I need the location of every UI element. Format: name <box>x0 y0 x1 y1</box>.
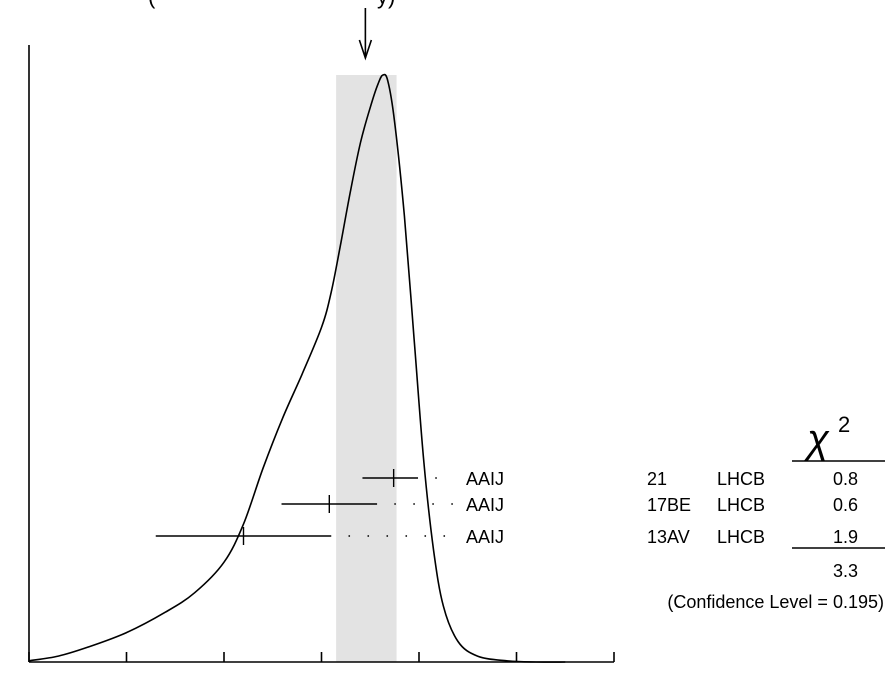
chi2-value: 0.8 <box>833 469 858 489</box>
leader-dot <box>394 503 396 505</box>
leader-dot <box>405 535 408 537</box>
arrow-indicator <box>358 8 373 61</box>
mean-band <box>336 75 397 662</box>
chi2-total: 3.3 <box>833 561 858 581</box>
leader-dot <box>413 503 415 505</box>
confidence-level: (Confidence Level = 0.195) <box>667 592 884 612</box>
title-fragment-left: ( <box>148 0 156 9</box>
collaboration-name: LHCB <box>717 527 765 547</box>
measurement-row: AAIJ 13AV LHCB 1.9 <box>155 527 858 547</box>
collaboration-name: LHCB <box>717 469 765 489</box>
reference-id: 17BE <box>647 495 691 515</box>
title-fragment-right: y) <box>377 0 395 9</box>
experiment-label: AAIJ <box>466 527 504 547</box>
chi2-value: 0.6 <box>833 495 858 515</box>
leader-dot <box>451 503 453 505</box>
leader-dot <box>435 477 437 479</box>
collaboration-name: LHCB <box>717 495 765 515</box>
chi2-power: 2 <box>838 412 850 437</box>
reference-id: 21 <box>647 469 667 489</box>
experiment-label: AAIJ <box>466 469 504 489</box>
leader-dot <box>432 503 434 505</box>
measurement-row: AAIJ 21 LHCB 0.8 <box>362 469 858 489</box>
reference-id: 13AV <box>647 527 690 547</box>
leader-dot <box>348 535 351 537</box>
leader-dot <box>424 535 427 537</box>
chi2-symbol: χ <box>804 417 830 461</box>
chi2-value: 1.9 <box>833 527 858 547</box>
experiment-label: AAIJ <box>466 495 504 515</box>
leader-dot <box>443 535 446 537</box>
ideogram-curve <box>28 73 566 663</box>
measurement-row: AAIJ 17BE LHCB 0.6 <box>281 495 858 515</box>
leader-dot <box>367 535 370 537</box>
leader-dot <box>386 535 389 537</box>
